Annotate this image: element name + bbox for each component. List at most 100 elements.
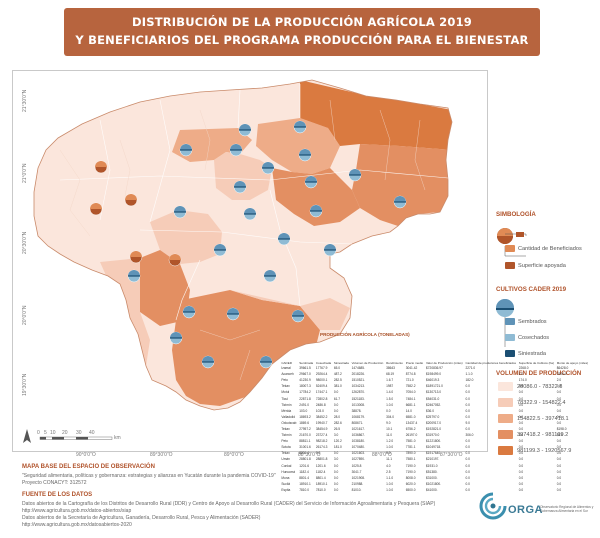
table-row: Tekax 27957.2 38454.9 26.5 1021617. 10.1 6756.… — [280, 426, 589, 432]
table-cell: 18007.3 — [299, 384, 311, 389]
cultivos-pie-icon — [173, 205, 187, 219]
table-cell: 22871.8 — [299, 396, 311, 401]
table-cell: 304.0 — [386, 414, 395, 419]
table-row: Espita 7810.0 7810.0 0.0 81010. 1.0.0 6500.0 $4… — [280, 487, 589, 493]
table-cell: Tizimín — [281, 402, 292, 407]
table-row: Umán 28801.8 28801.8 3.0 1027890. 11.1 7580.1 $… — [280, 456, 589, 462]
table-cell: Sucilá — [281, 481, 291, 486]
cultivos-pie-icon — [127, 269, 141, 283]
table-cell: 0.0 — [386, 408, 391, 413]
volumen-swatch-5 — [498, 446, 513, 455]
orga-logo-name: ORGA — [508, 504, 543, 516]
table-cell: 1036867. — [351, 433, 365, 438]
table-cell: 1.6.7 — [386, 378, 394, 383]
table-cell: $130713.0 — [426, 390, 442, 395]
table-cell: $31000. — [426, 475, 438, 480]
table-cell: 1.0.0 — [386, 402, 394, 407]
table-row: Valladolid 18693.2 38452.2 28.0 1068179. 304.… — [280, 414, 589, 420]
cultivos-pie-icon — [298, 148, 312, 162]
table-cell: 6681.1 — [405, 402, 416, 407]
table-cell: 7582.2 — [405, 384, 416, 389]
table-header-cell: Cantidad de productores beneficiados — [465, 361, 516, 365]
table-cell: 210988. — [351, 481, 364, 486]
table-cell: $25797.0 — [426, 414, 440, 419]
table-cell: 1070480. — [351, 445, 365, 450]
table-cell: 1474685. — [351, 366, 365, 371]
table-cell: 0.0 — [518, 481, 524, 486]
table-cell: 26.5 — [333, 426, 341, 431]
cultivos-pie-icon — [304, 175, 318, 189]
table-header-cell: Cosechada — [315, 361, 332, 365]
table-header-cell: Siniestrada — [333, 361, 349, 365]
table-cell: 0.0 — [465, 384, 470, 389]
table-cell: 381.0 — [333, 384, 342, 389]
table-cell: 1.5.0 — [386, 396, 394, 401]
table-cell: 3041.42 — [405, 366, 418, 371]
table-cell: 2486.8 — [315, 402, 326, 407]
cultivos-pie-icon — [226, 307, 240, 321]
table-cell: 9.0 — [386, 420, 391, 425]
simbologia-pie-icon — [497, 228, 513, 244]
table-cell: Tekax — [281, 451, 290, 456]
table-cell: 0.0 — [465, 457, 470, 462]
table-cell: 2271.0 — [465, 366, 476, 371]
table-cell: 7781.1 — [405, 445, 416, 450]
table-cell: Umán — [281, 457, 290, 462]
cultivos-pie-icon — [169, 331, 183, 345]
table-cell: $1.0 — [556, 433, 563, 438]
table-cell: 0.0 — [333, 390, 339, 395]
table-cell: 2268.0 — [518, 366, 529, 371]
table-row: Hunucmá 1182.4 1182.4 0.0 3041.7 2.5 7190.0 $51… — [280, 469, 589, 475]
table-cell: 7580.1 — [405, 457, 416, 462]
lon-label: 90°0'0"O — [76, 452, 96, 458]
table-cell: 0.0 — [518, 426, 524, 431]
table-cell: 0.0 — [556, 420, 562, 425]
table-cell: 38643 — [386, 366, 395, 371]
table-cell: 0.0 — [518, 408, 524, 413]
cultivos-pie-icon — [293, 120, 307, 134]
table-cell: $1221800. — [426, 439, 442, 444]
table-cell: 18910.1 — [299, 481, 311, 486]
table-cell: 0.0 — [465, 469, 470, 474]
table-cell: 38454.9 — [315, 426, 328, 431]
table-cell: 0.0 — [465, 445, 470, 450]
table-cell: 0.0 — [333, 463, 339, 468]
table-cell: 52409.4 — [315, 384, 328, 389]
table-cell: 0.0 — [465, 414, 470, 419]
table-cell: 3.0 — [333, 457, 339, 462]
table-cell: 0.0 — [465, 396, 470, 401]
table-cell: 7190.0 — [405, 469, 416, 474]
table-cell: $210197. — [426, 457, 440, 462]
table-cell: Mérida — [281, 408, 292, 413]
table-cell: 721.0 — [405, 378, 414, 383]
volumen-swatch-1 — [498, 382, 513, 391]
table-cell: 0.0 — [465, 402, 470, 407]
table-cell: $41000. — [426, 487, 438, 492]
beneficiarios-pie-icon — [129, 250, 143, 264]
table-cell: 0.0 — [556, 439, 562, 444]
cultivos-symbols — [496, 299, 514, 347]
table-cell: 3.0 — [333, 433, 339, 438]
table-cell: Motul — [281, 390, 290, 395]
table-cell: 0.0 — [556, 396, 562, 401]
cultivos-pie-icon — [277, 232, 291, 246]
table-cell: 23727.4 — [315, 433, 328, 438]
title-banner: DISTRIBUCIÓN DE LA PRODUCCIÓN AGRÍCOLA 2… — [64, 8, 540, 56]
table-cell: 0.0 — [333, 451, 339, 456]
table-cell: 0.0 — [518, 420, 524, 425]
table-cell: 98218.2 — [315, 439, 328, 444]
table-cell: 0.0 — [465, 487, 470, 492]
cultivos-pie-icon — [393, 195, 407, 209]
scale-unit: km — [114, 435, 121, 441]
table-cell: 1013008. — [351, 402, 365, 407]
table-cell: Tekax — [281, 384, 290, 389]
table-cell: 0.0 — [556, 463, 562, 468]
mapa-base-line-1: "Seguridad alimentaria, políticas y gobe… — [22, 473, 276, 479]
table-cell: Ticul — [281, 396, 289, 401]
cultivos-pie-icon — [229, 143, 243, 157]
table-header-cell: CADER — [281, 361, 292, 365]
table-cell: 182.0 — [465, 378, 474, 383]
table-cell: 0.0 — [518, 439, 524, 444]
table-cell: 0.0 — [386, 451, 391, 456]
table-cell: 103.0 — [315, 408, 324, 413]
